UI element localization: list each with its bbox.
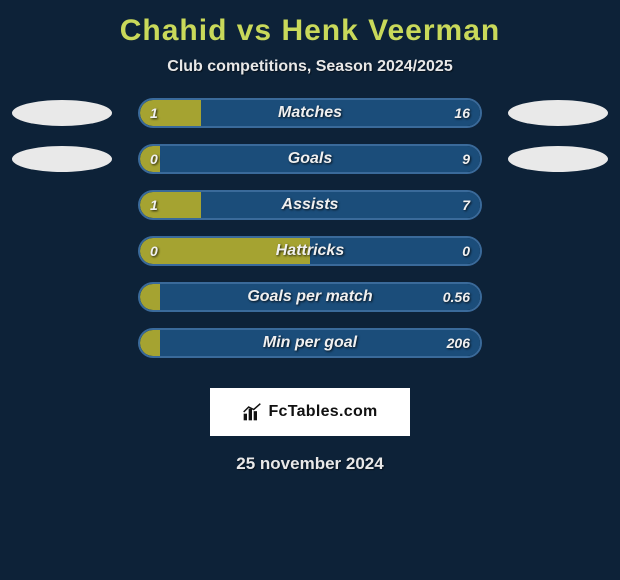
stat-row: 0Hattricks0 [0,236,620,266]
bar-fill-left [140,238,310,264]
stat-bar: 0Hattricks0 [138,236,482,266]
bar-fill-left [140,330,160,356]
right-team-oval [508,100,608,126]
bar-fill-right [140,146,480,172]
stat-bar: Min per goal206 [138,328,482,358]
date-text: 25 november 2024 [0,454,620,474]
comparison-widget: Chahid vs Henk Veerman Club competitions… [0,0,620,474]
bar-fill-left [140,146,160,172]
left-team-oval [12,100,112,126]
page-title: Chahid vs Henk Veerman [0,8,620,58]
right-team-oval [508,146,608,172]
stat-bar: Goals per match0.56 [138,282,482,312]
stat-row: 0Goals9 [0,144,620,174]
stat-row: Min per goal206 [0,328,620,358]
bar-fill-left [140,284,160,310]
bar-fill-right [140,330,480,356]
brand-bars-icon [242,402,262,422]
stat-bar: 0Goals9 [138,144,482,174]
stat-row: Goals per match0.56 [0,282,620,312]
page-subtitle: Club competitions, Season 2024/2025 [0,58,620,98]
bar-fill-right [140,284,480,310]
stat-rows: 1Matches16 0Goals9 1Assists7 0Hattricks0 Goa… [0,98,620,380]
stat-bar: 1Matches16 [138,98,482,128]
stat-row: 1Assists7 [0,190,620,220]
brand-banner[interactable]: FcTables.com [210,388,410,436]
left-team-oval [12,146,112,172]
bar-fill-left [140,100,201,126]
brand-text: FcTables.com [268,403,377,421]
stat-row: 1Matches16 [0,98,620,128]
bar-fill-left [140,192,201,218]
stat-bar: 1Assists7 [138,190,482,220]
